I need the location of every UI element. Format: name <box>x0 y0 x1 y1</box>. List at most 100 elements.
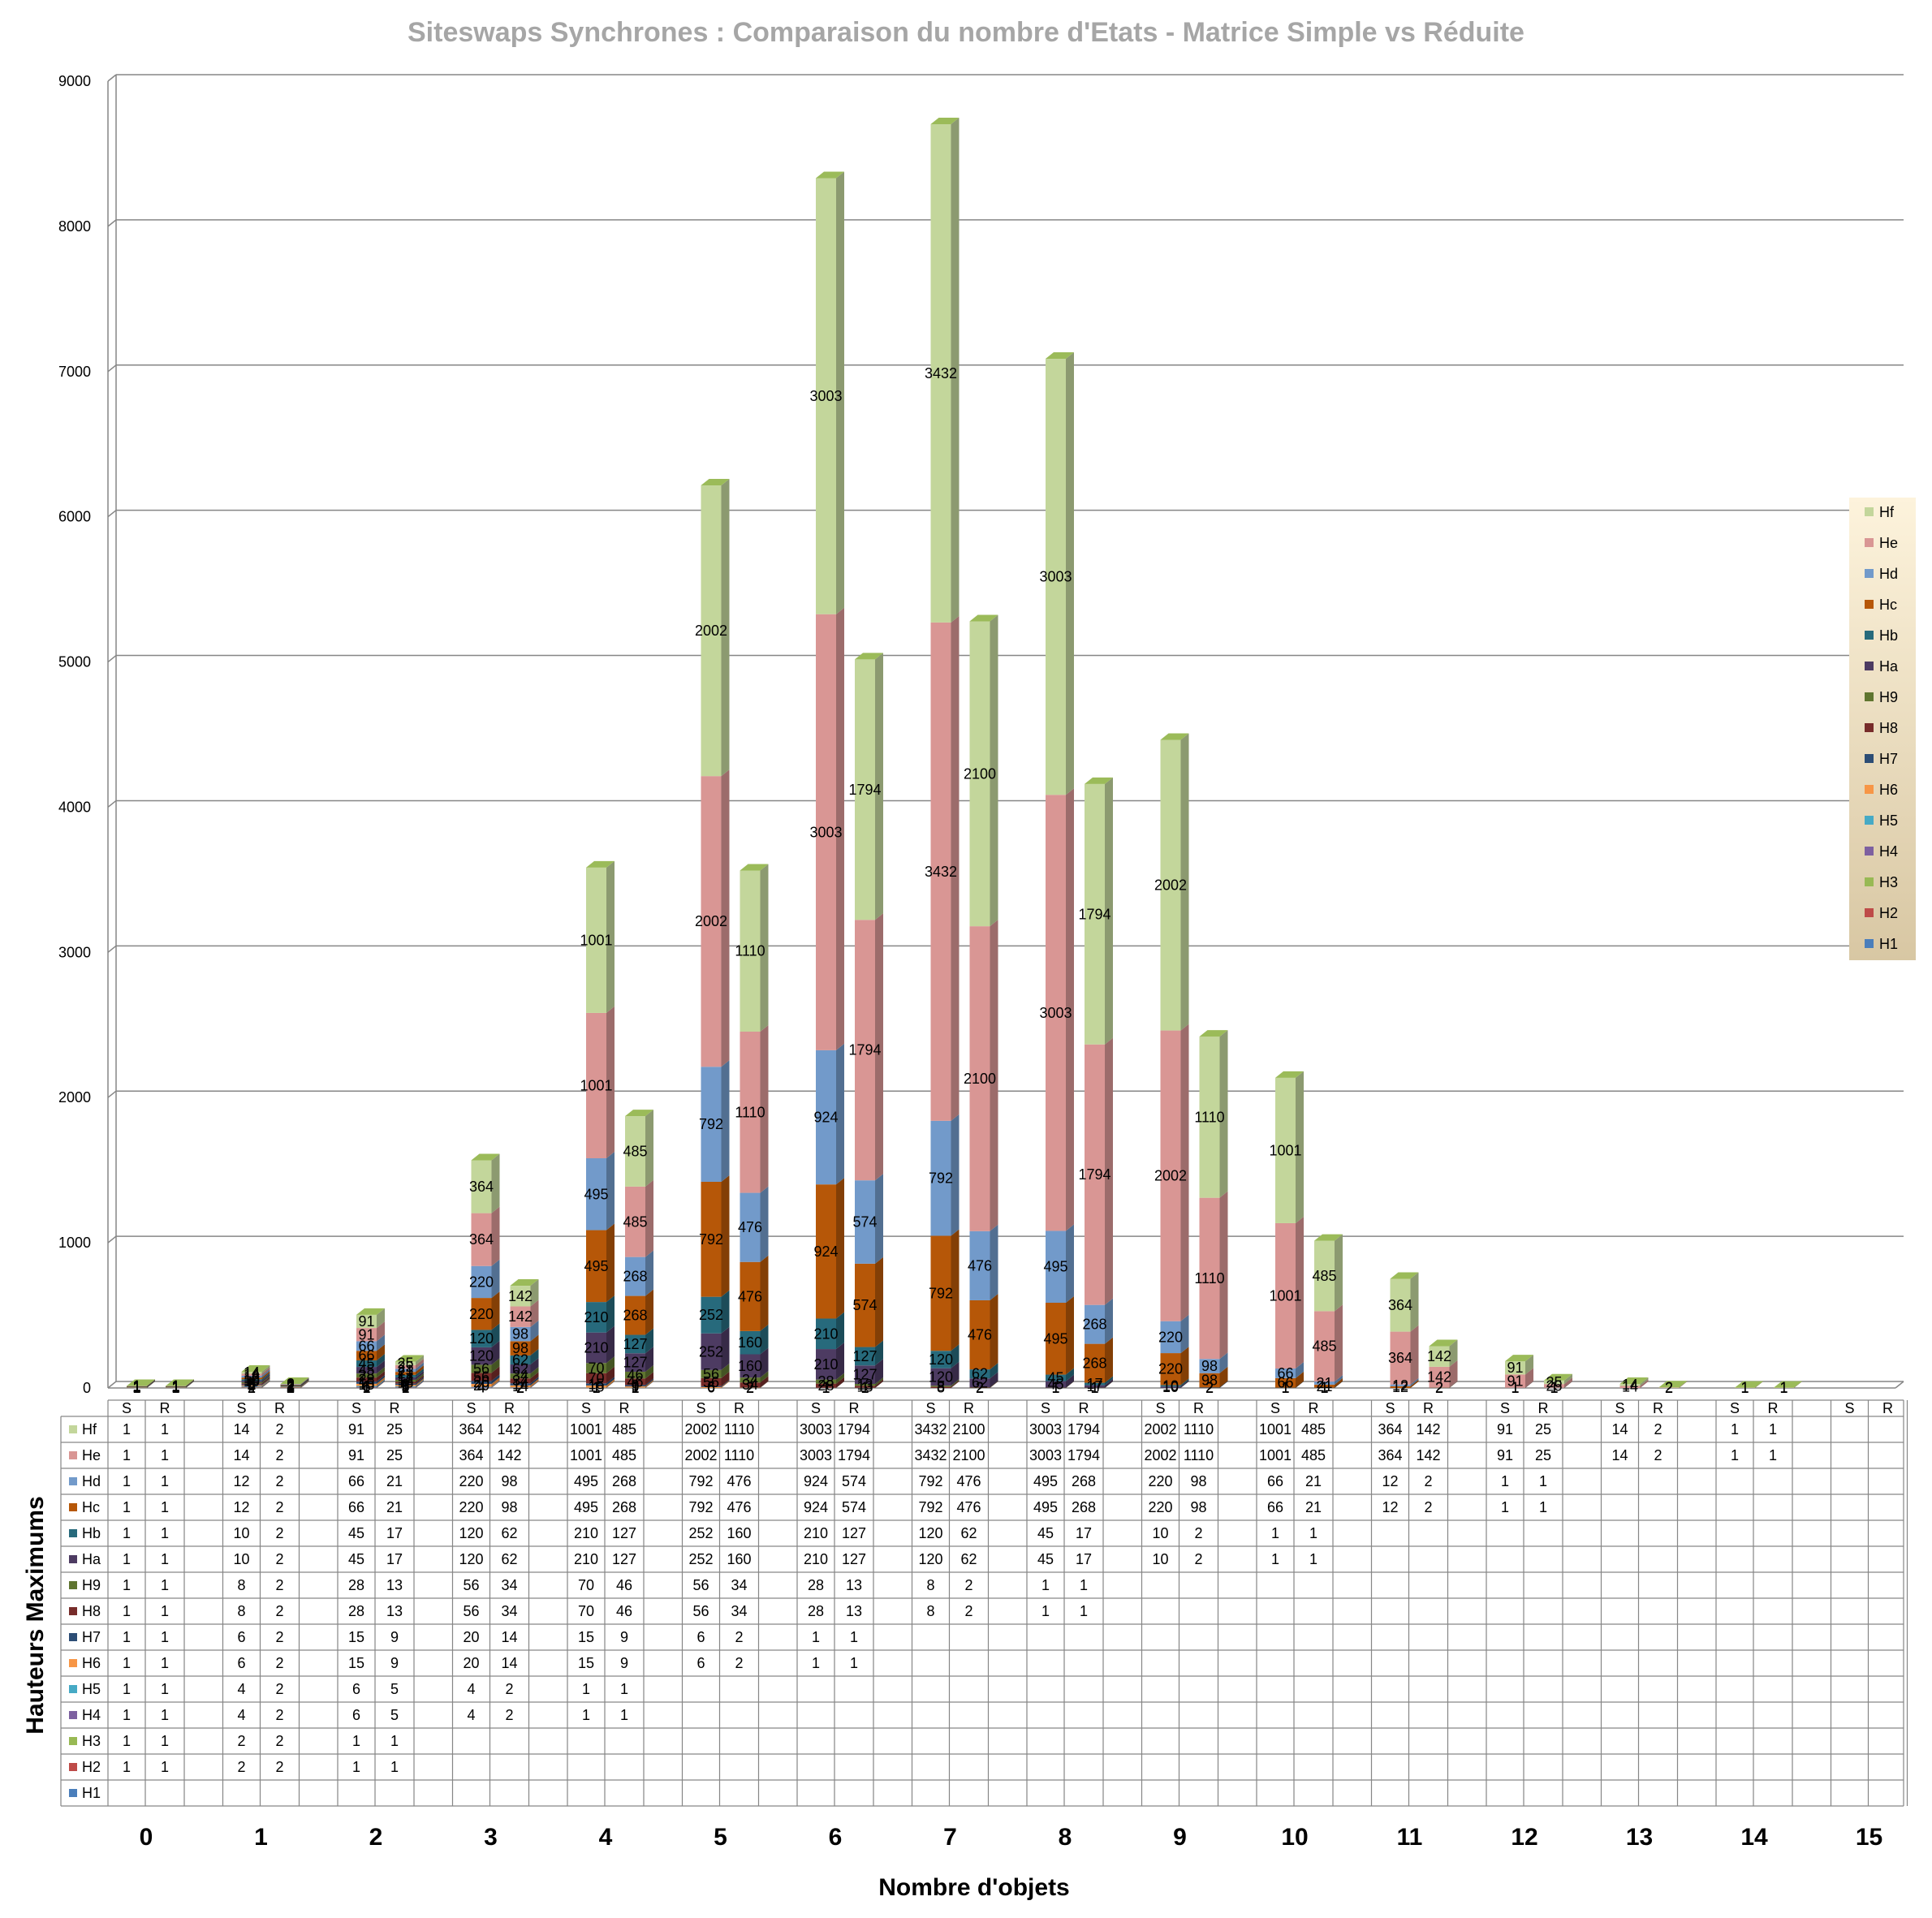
data-label: 476 <box>968 1327 992 1343</box>
table-cell: 1794 <box>838 1421 870 1437</box>
gridline-depth <box>107 800 117 808</box>
data-label: 5 <box>401 1379 409 1395</box>
legend-swatch-Hb <box>1865 631 1874 640</box>
bar-segment-Hf-11-S <box>1390 1272 1419 1332</box>
data-label: 14 <box>244 1367 260 1383</box>
data-label: 2 <box>287 1376 295 1392</box>
gridline-depth <box>107 654 117 663</box>
table-cell: 924 <box>804 1473 828 1489</box>
y-axis-title: Hauteurs Maximums <box>22 1496 49 1734</box>
bar-segment-H9-5-S <box>701 1363 730 1378</box>
table-cell: 142 <box>497 1447 521 1463</box>
bar-segment-Hb-7-R <box>969 1363 998 1379</box>
data-label: 21 <box>397 1362 413 1378</box>
bar-segment-He-6-S <box>816 607 844 1050</box>
data-label: 1 <box>171 1378 179 1394</box>
table-cell: 924 <box>804 1499 828 1515</box>
data-label: 2 <box>287 1377 295 1394</box>
data-label: 15 <box>358 1374 374 1390</box>
data-label: 476 <box>968 1257 992 1274</box>
bar-top <box>1774 1381 1802 1388</box>
table-cell: 2100 <box>952 1447 985 1463</box>
legend-entry: H5 <box>1879 812 1898 829</box>
data-label: 2 <box>1435 1379 1443 1395</box>
bar-segment-Hd-11-S <box>1390 1377 1419 1386</box>
table-cell: 56 <box>463 1577 479 1593</box>
table-cell: 13 <box>846 1577 862 1593</box>
legend-key-Ha <box>69 1555 77 1563</box>
data-label: 34 <box>742 1377 758 1393</box>
table-cell: 66 <box>348 1499 364 1515</box>
data-label: 1110 <box>1194 1270 1224 1287</box>
data-label: 1 <box>171 1379 179 1395</box>
table-cell: 1 <box>161 1551 169 1567</box>
bar-segment-Hf-10-R <box>1314 1234 1343 1312</box>
table-cell: 2 <box>505 1681 513 1697</box>
data-label: 8 <box>248 1375 256 1391</box>
data-label: 45 <box>1047 1370 1063 1386</box>
table-cell: 1 <box>390 1759 399 1775</box>
data-label: 2 <box>1435 1380 1443 1396</box>
data-label: 792 <box>929 1170 953 1187</box>
table-row-label: H8 <box>82 1603 101 1619</box>
gridline-depth <box>107 1381 117 1389</box>
table-cell: 2 <box>275 1603 283 1619</box>
data-label: 792 <box>699 1116 723 1132</box>
table-cell: 1 <box>1080 1577 1088 1593</box>
bar-segment-Ha-2-R <box>395 1370 424 1380</box>
bar-segment-H5-3-S <box>471 1380 500 1388</box>
data-label: 1 <box>171 1378 179 1394</box>
bar-segment-Hc-3-R <box>510 1334 539 1356</box>
table-cell: 25 <box>386 1447 403 1463</box>
bar-segment-H9-2-S <box>356 1367 385 1378</box>
data-label: 792 <box>699 1231 723 1248</box>
table-cell: 364 <box>1378 1447 1402 1463</box>
legend-swatch-He <box>1865 538 1874 547</box>
x-category-label: 4 <box>599 1824 613 1851</box>
gridlines <box>107 74 1904 1389</box>
bar-top <box>1658 1381 1688 1388</box>
data-label: 268 <box>623 1308 647 1324</box>
table-cell: 485 <box>612 1421 636 1437</box>
bar-segment-H5-2-R <box>395 1379 424 1387</box>
bar-segment-Hf-7-S <box>930 117 960 623</box>
legend-swatch-H6 <box>1865 785 1874 794</box>
data-label: 1 <box>171 1380 179 1396</box>
bar-segment-H8-1-S <box>241 1377 270 1385</box>
data-label: 127 <box>852 1348 877 1364</box>
bar-segment-Hd-1-S <box>241 1368 270 1378</box>
data-label: 62 <box>972 1366 988 1382</box>
data-label: 66 <box>1277 1375 1293 1391</box>
table-subheader: R <box>619 1400 630 1416</box>
data-label: 2002 <box>1154 1168 1187 1184</box>
table-subheader: R <box>1768 1400 1779 1416</box>
bar-segment-Ha-8-S <box>1046 1374 1074 1388</box>
data-label: 574 <box>852 1214 877 1231</box>
bar-segment-Hd-6-R <box>855 1174 883 1264</box>
bar-segment-Hd-2-S <box>356 1334 385 1351</box>
data-label: 2 <box>976 1379 984 1395</box>
table-cell: 210 <box>574 1551 598 1567</box>
data-label: 1 <box>1740 1380 1749 1396</box>
table-subheader: S <box>1615 1400 1624 1416</box>
bar-segment-Hc-4-R <box>625 1289 653 1335</box>
table-cell: 1 <box>582 1707 590 1723</box>
table-cell: 1794 <box>1067 1447 1100 1463</box>
table-cell: 15 <box>578 1655 594 1671</box>
table-cell: 10 <box>1152 1551 1168 1567</box>
bar-segment-He-8-S <box>1046 788 1074 1231</box>
table-cell: 1 <box>161 1681 169 1697</box>
bar-segment-He-6-R <box>855 913 883 1181</box>
table-cell: 3003 <box>1029 1447 1062 1463</box>
bar-segment-Hd-7-R <box>969 1224 998 1300</box>
table-cell: 1 <box>161 1603 169 1619</box>
table-subheader: R <box>1423 1400 1434 1416</box>
bar-segment-Hf-8-R <box>1085 777 1113 1045</box>
data-label: 34 <box>512 1368 528 1384</box>
legend-key-Hc <box>69 1503 77 1511</box>
table-cell: 91 <box>1497 1447 1513 1463</box>
bar-segment-He-3-S <box>471 1206 500 1266</box>
bar-segment-H9-6-S <box>816 1373 844 1384</box>
table-cell: 268 <box>612 1473 636 1489</box>
table-cell: 1 <box>1501 1473 1509 1489</box>
